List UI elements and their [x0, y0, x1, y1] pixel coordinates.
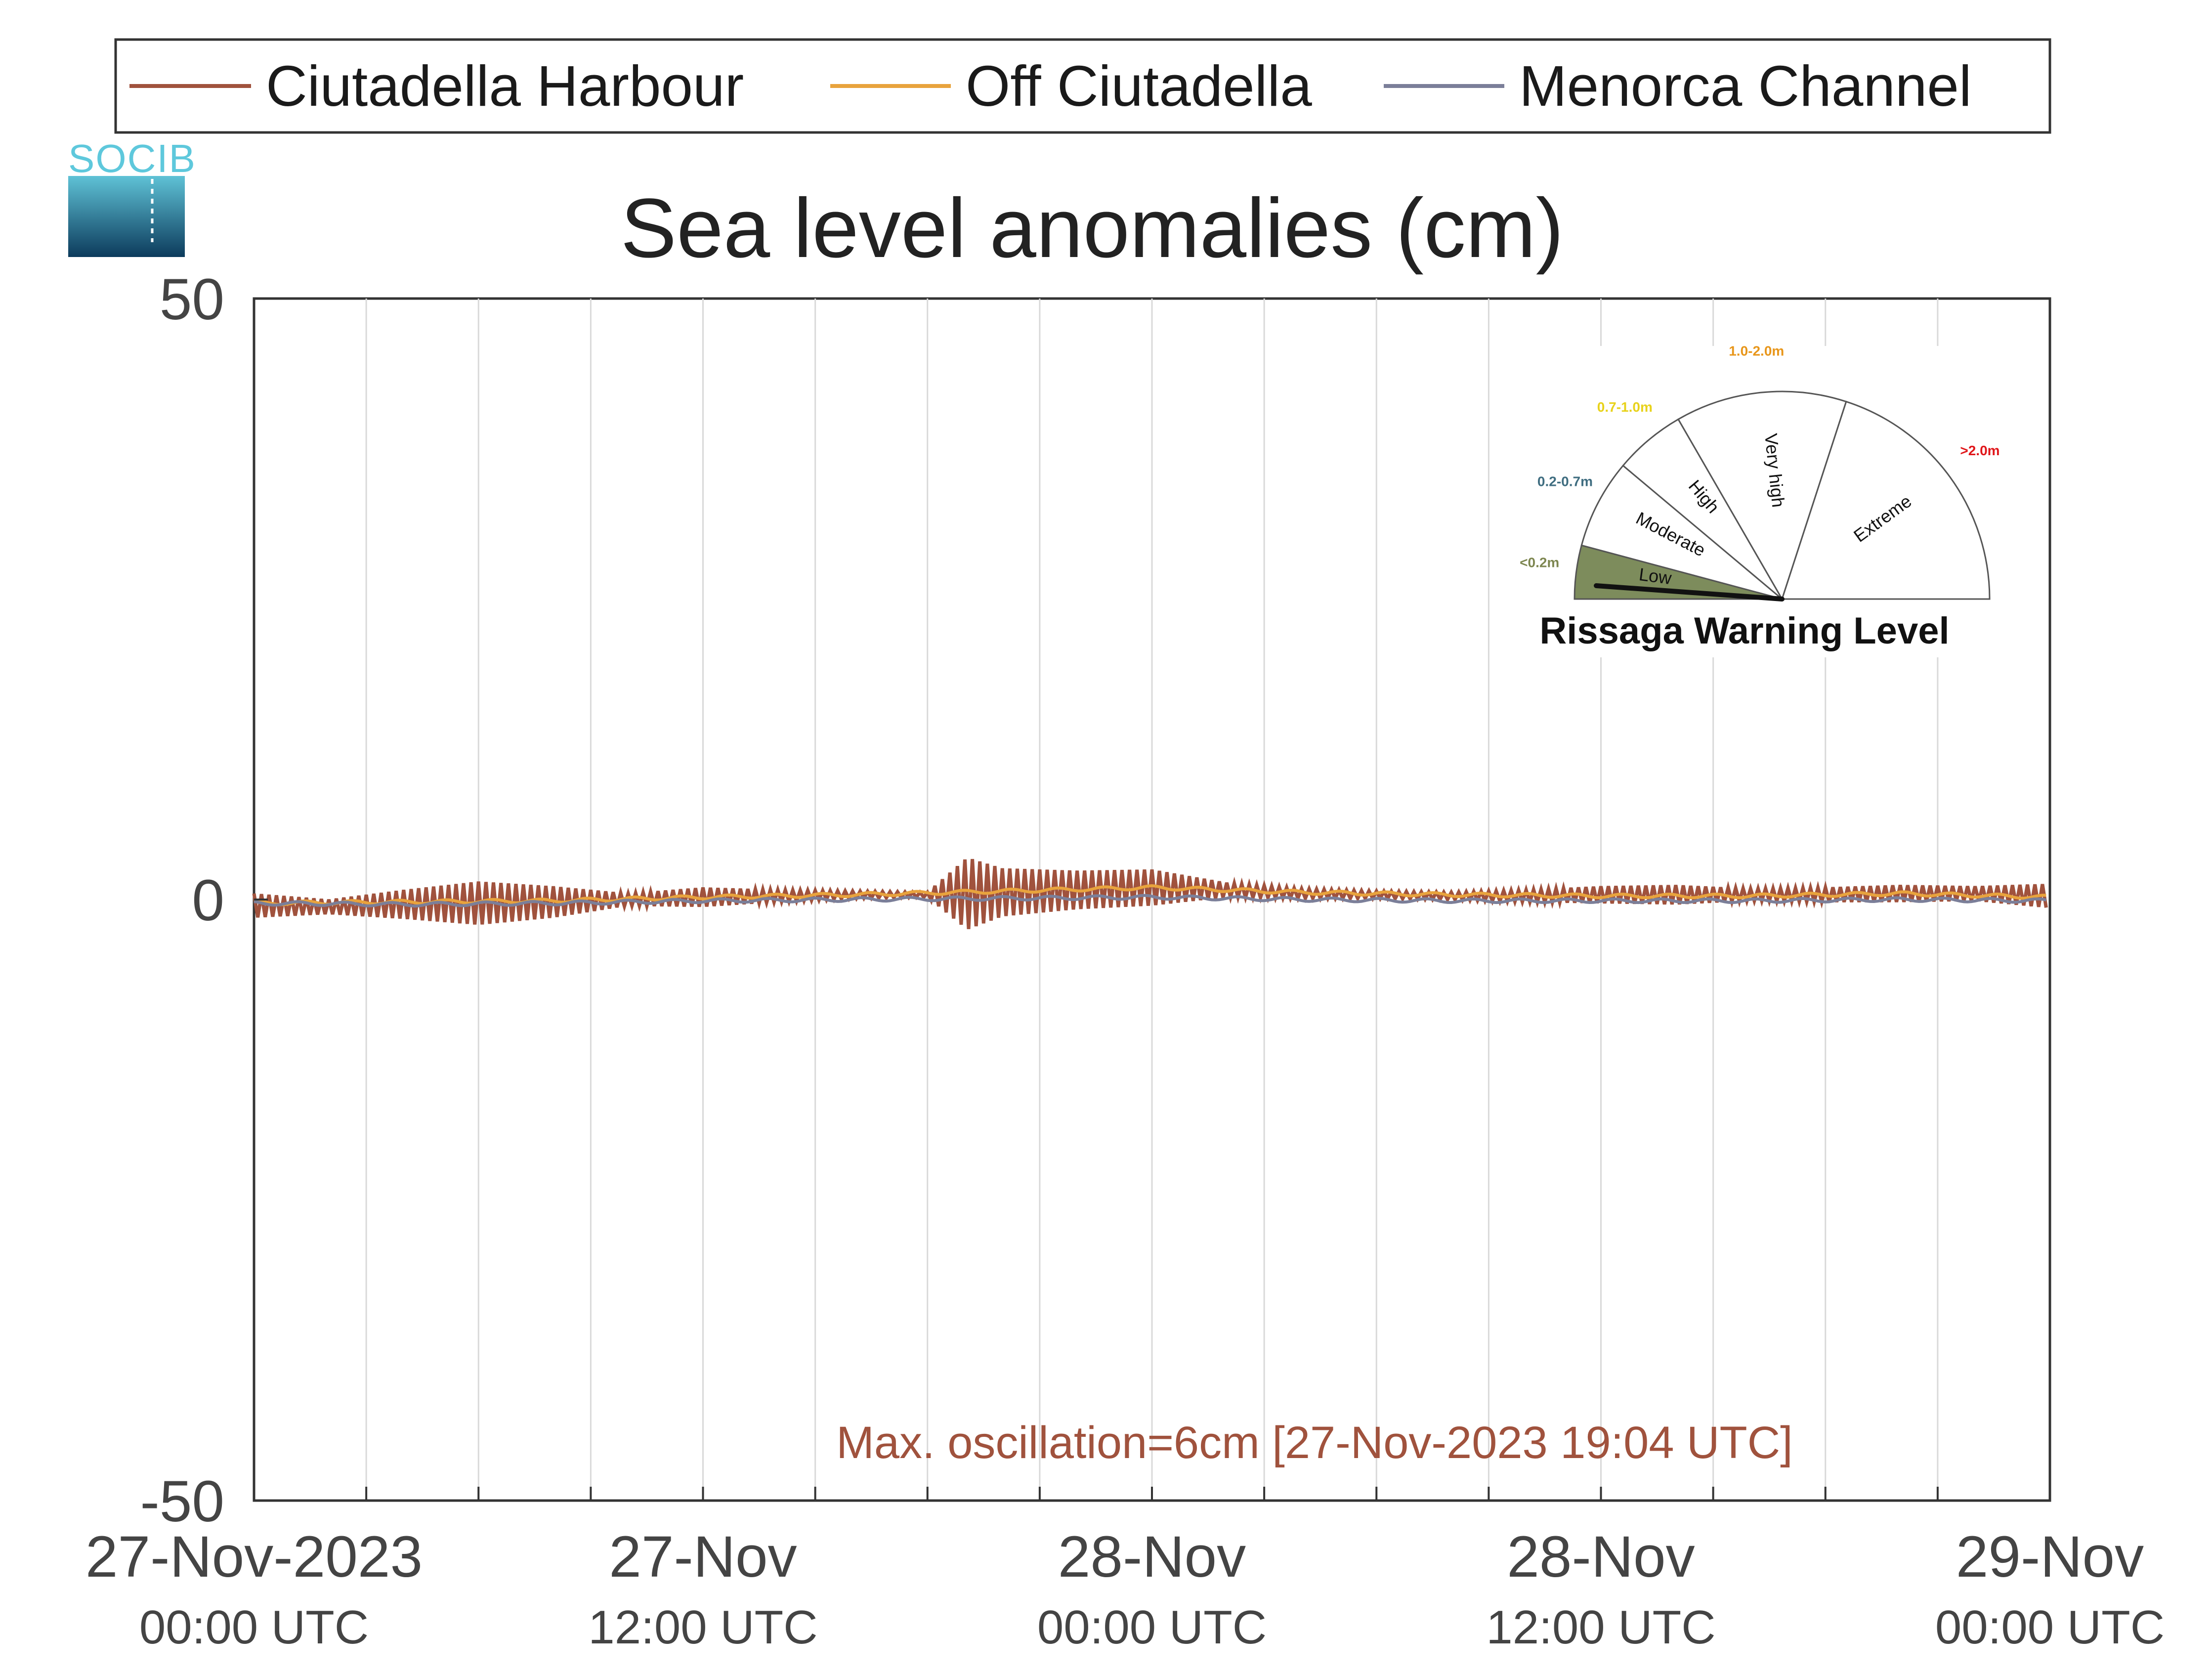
- gauge-range-label: 0.7-1.0m: [1597, 399, 1653, 415]
- gauge-sector-high: [1622, 418, 1783, 600]
- y-tick-label: -50: [140, 1469, 224, 1534]
- gauge-sector-very-high: [1677, 390, 1847, 601]
- x-tick-label-time: 00:00 UTC: [1037, 1601, 1267, 1654]
- gauge-sectors: [1574, 390, 1991, 601]
- x-tick-label-time: 00:00 UTC: [1935, 1601, 2165, 1654]
- series-menorca-channel: [254, 894, 2046, 908]
- x-tick-labels: 27-Nov-2023 00:00 UTC 27-Nov 12:00 UTC 28-No…: [85, 1524, 2165, 1654]
- gauge-sector-extreme: [1781, 400, 1991, 600]
- socib-logo-icon: SOCIB: [68, 136, 196, 257]
- gridlines: [365, 299, 1939, 1501]
- x-tick-label-time: 12:00 UTC: [1486, 1601, 1715, 1654]
- legend: Ciutadella Harbour Off Ciutadella Menorc…: [114, 38, 2051, 134]
- gauge-range-label: >2.0m: [1960, 443, 1999, 458]
- series-layer: [252, 859, 2048, 929]
- gauge-range-label: <0.2m: [1520, 555, 1559, 570]
- legend-box: [114, 38, 2051, 134]
- y-tick-marks: [254, 298, 268, 1502]
- logo-text: SOCIB: [68, 136, 196, 180]
- legend-label-menorca-channel: Menorca Channel: [1519, 54, 1972, 118]
- x-tick-label-date: 28-Nov: [1058, 1524, 1246, 1590]
- x-tick-label-date: 29-Nov: [1956, 1524, 2144, 1590]
- x-tick-label-time: 12:00 UTC: [588, 1601, 817, 1654]
- series-off-ciutadella: [254, 884, 2046, 906]
- plot-area: [252, 297, 2051, 1502]
- x-tick-label-date: 27-Nov: [609, 1524, 797, 1590]
- x-tick-marks: [253, 1487, 2051, 1501]
- x-tick-label-date: 27-Nov-2023: [85, 1524, 423, 1590]
- x-tick-label-date: 28-Nov: [1507, 1524, 1695, 1590]
- gauge-range-label: 1.0-2.0m: [1729, 344, 1784, 359]
- logo-block: [68, 176, 185, 257]
- y-tick-labels: 50 0 -50: [140, 267, 224, 1534]
- y-tick-label: 0: [192, 868, 224, 933]
- gauge-range-label: 0.2-0.7m: [1537, 473, 1593, 489]
- gauge-title: Rissaga Warning Level: [1539, 610, 1949, 652]
- legend-label-ciutadella-harbour: Ciutadella Harbour: [266, 54, 744, 118]
- chart-title: Sea level anomalies (cm): [621, 181, 1564, 275]
- gauge-needle: [1594, 583, 1785, 602]
- max-oscillation-annotation: Max. oscillation=6cm [27-Nov-2023 19:04 …: [836, 1418, 1792, 1468]
- gauge-sector-label: Low: [1638, 564, 1673, 588]
- gauge-sector-moderate: [1580, 464, 1783, 600]
- x-tick-label-time: 00:00 UTC: [139, 1601, 369, 1654]
- y-tick-label: 50: [160, 267, 224, 332]
- legend-label-off-ciutadella: Off Ciutadella: [966, 54, 1312, 118]
